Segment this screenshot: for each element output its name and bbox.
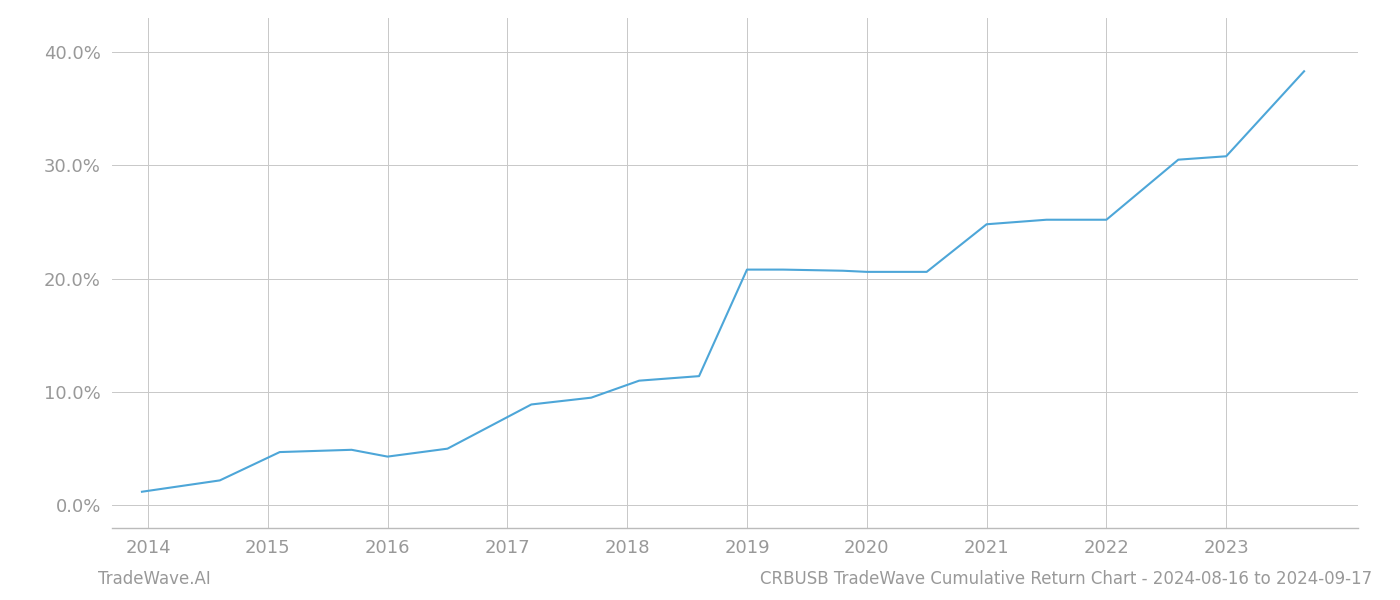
Text: CRBUSB TradeWave Cumulative Return Chart - 2024-08-16 to 2024-09-17: CRBUSB TradeWave Cumulative Return Chart… [760, 570, 1372, 588]
Text: TradeWave.AI: TradeWave.AI [98, 570, 211, 588]
